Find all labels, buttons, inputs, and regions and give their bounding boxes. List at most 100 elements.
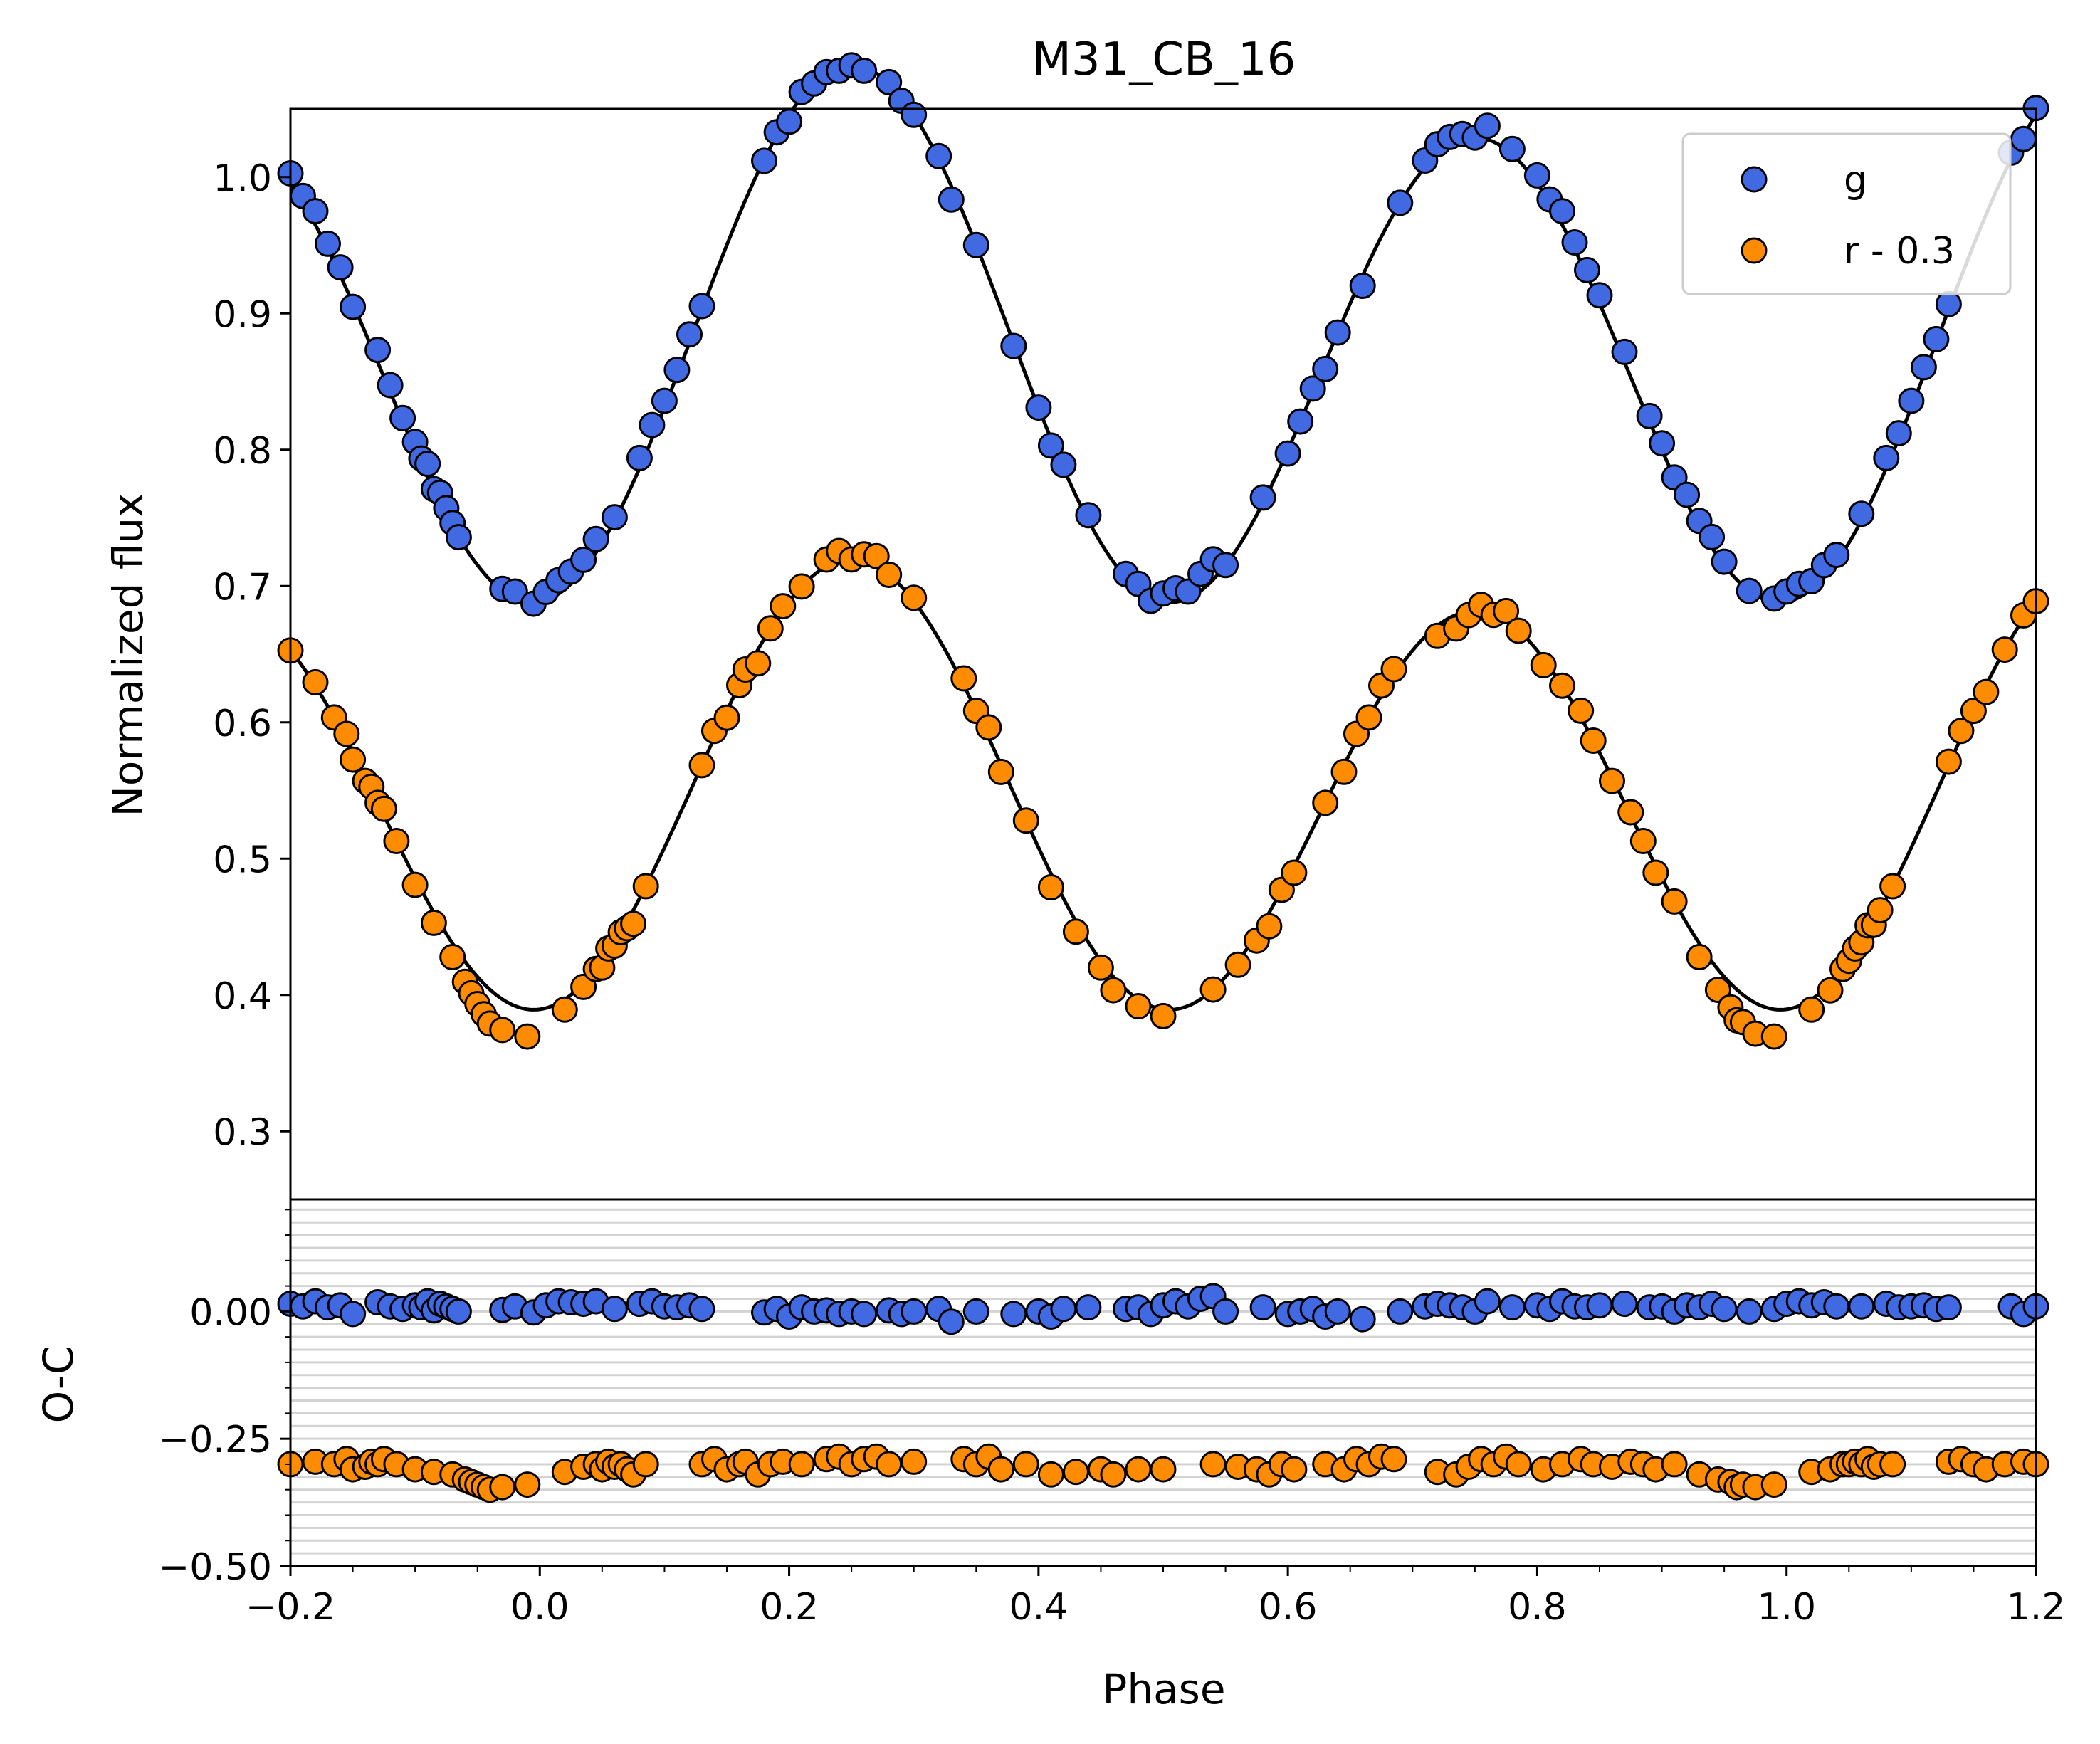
data-point-g <box>1474 112 1501 140</box>
legend-marker-g <box>1741 166 1768 193</box>
residual-point-g <box>1075 1294 1102 1321</box>
data-point-r <box>1642 859 1669 886</box>
data-point-g <box>1935 290 1962 317</box>
flux-tick-label: 0.7 <box>213 566 272 609</box>
flux-tick-label: 0.9 <box>213 293 272 336</box>
data-point-r <box>620 910 647 937</box>
residuals-panel: 0.00 −0.25 −0.50 −0.2 0.0 0.2 0.4 0.6 0.8 1.0 1.2 <box>159 1198 2065 1629</box>
data-point-r <box>1817 977 1844 1004</box>
data-point-g <box>1274 440 1301 467</box>
data-point-g <box>1324 319 1351 346</box>
data-point-r <box>1973 678 2000 705</box>
data-point-r <box>1012 807 1039 834</box>
data-point-r <box>1380 656 1407 683</box>
data-point-r <box>876 562 903 588</box>
residual-tick-label: −0.50 <box>159 1546 272 1589</box>
data-point-g <box>377 372 404 399</box>
residual-point-g <box>901 1298 928 1325</box>
data-point-g <box>1349 273 1376 299</box>
residual-point-r <box>1062 1459 1089 1486</box>
residual-point-g <box>1349 1306 1376 1333</box>
data-point-r <box>1037 874 1064 900</box>
flux-tick-label: 0.5 <box>213 839 272 881</box>
data-point-g <box>1312 355 1339 382</box>
data-point-g <box>1000 332 1027 359</box>
data-point-g <box>1549 198 1575 225</box>
data-point-g <box>1175 578 1202 605</box>
data-point-r <box>1935 748 1962 775</box>
phase-tick-label: 1.0 <box>1757 1586 1816 1629</box>
residual-point-g <box>1935 1294 1962 1321</box>
residual-point-g <box>1736 1298 1763 1325</box>
phase-tick-label: 0.4 <box>1009 1586 1069 1629</box>
y-axis-label-oc: O-C <box>34 1346 83 1424</box>
data-point-r <box>420 909 447 936</box>
data-point-g <box>302 198 329 225</box>
residual-point-g <box>1611 1291 1638 1318</box>
data-point-r <box>1599 767 1625 794</box>
legend-marker-r <box>1741 237 1768 264</box>
data-point-r <box>788 573 815 600</box>
phase-tick-label: 0.0 <box>510 1586 569 1629</box>
legend-label-g: g <box>1844 159 1867 201</box>
data-point-r <box>1312 789 1339 816</box>
phase-tick-label: 0.8 <box>1508 1586 1567 1629</box>
residual-tick-label: −0.25 <box>159 1419 272 1461</box>
data-point-r <box>745 650 772 677</box>
data-point-g <box>327 254 354 281</box>
data-point-r <box>370 795 397 822</box>
phase-tick-label: 0.6 <box>1259 1586 1318 1629</box>
data-point-g <box>1711 548 1738 575</box>
data-point-r <box>1062 918 1089 945</box>
data-point-g <box>1037 432 1064 459</box>
residual-tick-label: 0.00 <box>189 1291 272 1334</box>
data-point-g <box>1923 325 1950 352</box>
data-point-g <box>1699 523 1726 550</box>
data-point-r <box>901 584 928 611</box>
data-point-g <box>1498 135 1526 162</box>
data-point-r <box>1549 672 1575 699</box>
data-point-g <box>1736 577 1763 604</box>
residual-point-r <box>1199 1451 1227 1478</box>
residual-point-g <box>962 1298 989 1325</box>
data-point-g <box>851 57 878 84</box>
data-point-r <box>1505 617 1532 644</box>
data-point-g <box>501 578 528 605</box>
data-point-r <box>1281 859 1308 886</box>
data-point-r <box>1629 828 1657 854</box>
data-point-g <box>1287 408 1314 435</box>
flux-tick-label: 0.4 <box>213 975 272 1018</box>
data-point-r <box>383 828 410 854</box>
residual-point-r <box>1380 1446 1407 1473</box>
data-point-g <box>1823 542 1850 569</box>
residual-point-g <box>340 1301 367 1328</box>
data-point-g <box>1898 387 1925 414</box>
data-point-g <box>901 101 928 128</box>
data-point-g <box>925 142 952 169</box>
data-point-g <box>601 504 628 531</box>
phase-axis-ticks: −0.2 0.0 0.2 0.4 0.6 0.8 1.0 1.2 <box>246 1566 2065 1629</box>
data-point-g <box>626 444 653 471</box>
data-point-g <box>676 321 703 348</box>
data-point-g <box>2010 125 2037 152</box>
residual-point-g <box>1324 1298 1351 1325</box>
data-point-g <box>1523 162 1550 189</box>
light-curve-panel: 0.3 0.4 0.5 0.6 0.7 0.8 0.9 1.0 <box>213 52 2049 1201</box>
data-point-g <box>1050 451 1077 478</box>
data-point-g <box>1075 502 1102 529</box>
chart-title: M31_CB_16 <box>1032 33 1296 86</box>
residual-point-r <box>1281 1456 1308 1483</box>
data-point-r <box>1330 758 1358 785</box>
data-point-g <box>1873 444 1900 471</box>
residual-point-g <box>1387 1298 1414 1325</box>
data-point-r <box>1256 913 1283 940</box>
residual-point-g <box>601 1296 628 1323</box>
data-point-g <box>1249 484 1276 511</box>
data-point-g <box>962 231 989 258</box>
data-point-g <box>651 387 678 414</box>
residual-point-g <box>1586 1292 1613 1319</box>
data-point-g <box>1586 282 1613 309</box>
data-point-r <box>1760 1023 1787 1050</box>
data-point-r <box>1661 888 1688 915</box>
bottom-axes-frame <box>289 1198 2037 1567</box>
